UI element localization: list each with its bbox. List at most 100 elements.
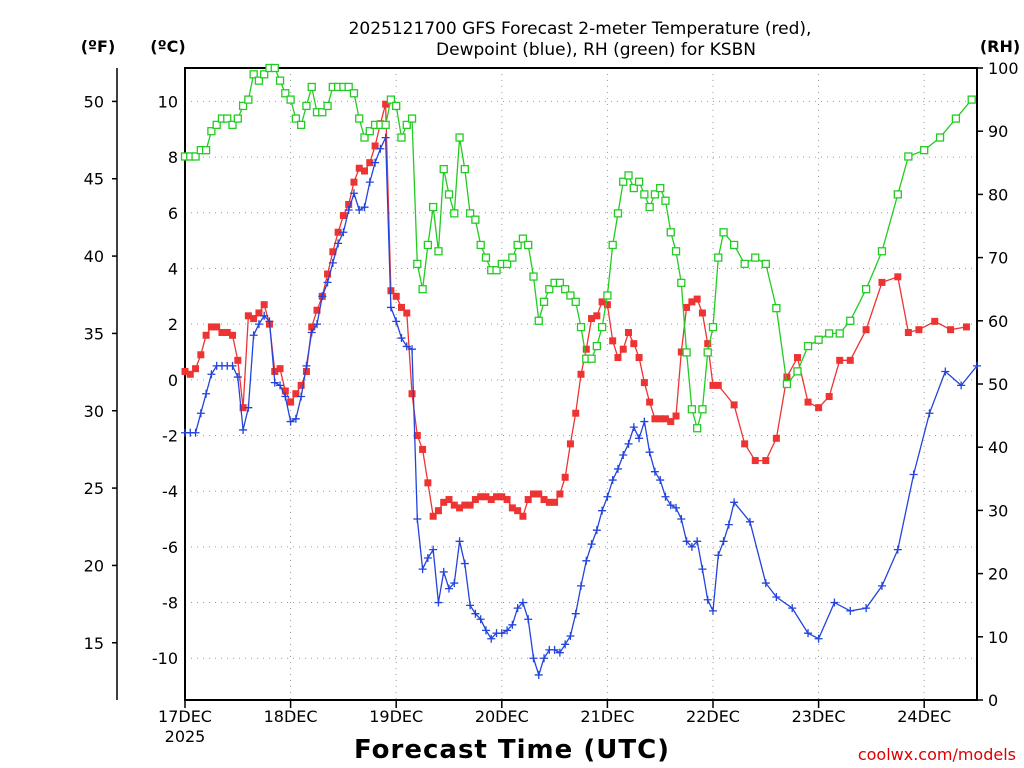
- dewpoint-point: [745, 517, 754, 526]
- temperature-point: [730, 401, 738, 409]
- rh-point: [434, 247, 443, 256]
- dewpoint-point: [973, 361, 981, 370]
- temperature-point: [355, 164, 363, 172]
- rh-point: [297, 120, 306, 130]
- dewpoint-point: [957, 381, 966, 390]
- temperature-point: [651, 415, 659, 423]
- rh-point: [935, 133, 945, 142]
- rh-point: [619, 177, 628, 186]
- temperature-point: [408, 390, 416, 398]
- dewpoint-point: [487, 634, 496, 643]
- rh-point: [476, 240, 485, 250]
- x-tick-label: 18DEC: [264, 707, 318, 726]
- dewpoint-point: [207, 370, 216, 379]
- temperature-point: [223, 328, 231, 336]
- temperature-point: [287, 398, 295, 406]
- dewpoint-point: [540, 654, 549, 663]
- temperature-point: [493, 493, 501, 501]
- dewpoint-point: [709, 606, 717, 615]
- temperature-point: [862, 326, 870, 334]
- rh-tick-label: 30: [988, 501, 1008, 520]
- rh-point: [502, 259, 512, 269]
- dewpoint-point: [714, 551, 723, 560]
- temperature-point: [456, 504, 464, 512]
- rh-point: [814, 335, 823, 344]
- rh-point: [365, 127, 374, 136]
- dewpoint-point: [297, 392, 306, 401]
- dewpoint-point: [693, 537, 702, 546]
- dewpoint-point: [418, 565, 427, 574]
- dewpoint-point: [365, 178, 374, 187]
- rh-point: [729, 240, 739, 250]
- temperature-point: [609, 337, 617, 345]
- rh-point: [444, 190, 454, 199]
- rh-tick-label: 50: [988, 375, 1008, 394]
- rh-point: [608, 240, 617, 250]
- dewpoint-point: [577, 581, 585, 590]
- temperature-point: [461, 501, 469, 509]
- temperature-point: [751, 457, 759, 465]
- rh-point: [708, 322, 718, 332]
- dewpoint-point: [666, 501, 675, 510]
- temperature-point: [213, 323, 221, 331]
- temperature-point: [382, 100, 390, 108]
- rh-point: [624, 171, 633, 180]
- dewpoint-point: [645, 448, 654, 457]
- dewpoint-point: [460, 559, 469, 568]
- rh-point: [439, 164, 448, 174]
- temperature-point: [661, 415, 669, 423]
- x-tick-label: 24DEC: [897, 707, 951, 726]
- dewpoint-point: [529, 654, 538, 663]
- rh-point: [740, 259, 749, 269]
- dewpoint-point: [323, 278, 332, 287]
- rh-point: [703, 348, 712, 357]
- temperature-point: [281, 387, 289, 395]
- rh-tick-label: 80: [988, 185, 1008, 204]
- temperature-point: [350, 178, 358, 186]
- temperature-point: [947, 326, 955, 334]
- dewpoint-point: [471, 609, 480, 618]
- dewpoint-point: [196, 409, 205, 418]
- rh-point: [576, 322, 586, 332]
- temperature-point: [445, 496, 453, 504]
- rh-point: [846, 316, 855, 325]
- rh-tick-label: 10: [988, 628, 1008, 647]
- chart-title-line2: Dewpoint (blue), RH (green) for KSBN: [436, 40, 756, 60]
- x-tick-label: 17DEC: [158, 707, 212, 726]
- rh-point: [782, 379, 792, 389]
- temperature-point: [561, 473, 569, 481]
- dewpoint-point: [476, 615, 485, 624]
- rh-point: [355, 114, 364, 123]
- dewpoint-point: [635, 434, 644, 443]
- rh-point: [307, 82, 316, 92]
- dewpoint-point: [555, 648, 564, 657]
- rh-point: [967, 95, 976, 104]
- temperature-point: [709, 381, 717, 389]
- temperature-point: [836, 356, 844, 364]
- temperature-point: [514, 507, 522, 515]
- rh-point: [835, 329, 844, 338]
- rh-point: [714, 253, 723, 262]
- dewpoint-point: [534, 670, 543, 679]
- temperature-point: [714, 381, 722, 389]
- temperature-point: [186, 370, 194, 378]
- fahrenheit-tick-label: 40: [84, 247, 104, 266]
- rh-point: [893, 190, 902, 199]
- rh-point: [418, 285, 427, 294]
- temperature-point: [566, 440, 574, 448]
- rh-point: [524, 240, 533, 250]
- temperature-point: [640, 379, 648, 387]
- rh-point: [592, 341, 601, 351]
- temperature-point: [234, 356, 242, 364]
- dewpoint-point: [561, 640, 570, 649]
- rh-point: [656, 183, 665, 193]
- celsius-tick-label: 6: [168, 204, 178, 223]
- dewpoint-point: [397, 334, 406, 343]
- rh-point: [561, 285, 570, 294]
- dewpoint-point: [624, 439, 633, 448]
- temperature-point: [339, 212, 347, 220]
- rh-point: [640, 190, 649, 199]
- temperature-point: [482, 493, 490, 501]
- temperature-point: [477, 493, 485, 501]
